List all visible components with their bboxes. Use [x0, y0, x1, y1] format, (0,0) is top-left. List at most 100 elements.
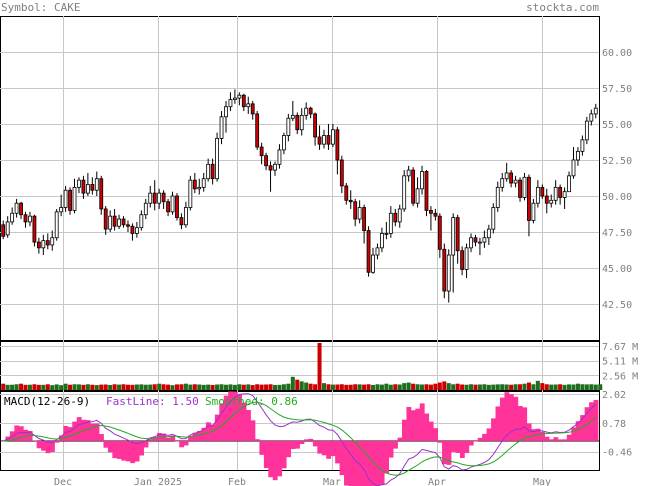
volume-bar	[14, 384, 19, 390]
macd-histogram-bar	[232, 391, 238, 441]
macd-histogram-bar	[491, 418, 496, 441]
candle-body	[134, 227, 139, 234]
volume-bar	[259, 384, 264, 390]
macd-histogram-bar	[250, 420, 256, 441]
y-tick-label: 47.50	[602, 228, 632, 239]
symbol-label: Symbol: CAKE	[1, 1, 81, 14]
candle-body	[491, 207, 496, 230]
volume-bar	[313, 384, 318, 390]
macd-histogram-bar	[254, 439, 260, 441]
candle-body	[130, 225, 135, 234]
volume-bar	[420, 384, 425, 390]
macd-histogram-bar	[139, 440, 144, 456]
candle-body	[255, 113, 260, 148]
volume-bar	[304, 382, 309, 390]
volume-bar	[232, 384, 237, 390]
macd-histogram-bar	[183, 440, 189, 446]
volume-bar	[192, 384, 197, 390]
macd-histogram-bar	[348, 440, 354, 486]
macd-histogram-bar	[134, 440, 140, 462]
x-tick-label: Feb	[228, 477, 246, 486]
macd-histogram-bar	[268, 440, 274, 478]
candle-body	[157, 192, 162, 204]
macd-histogram-bar	[107, 440, 113, 453]
volume-bar	[580, 384, 585, 390]
volume-bar	[388, 384, 393, 390]
macd-histogram-bar	[219, 403, 225, 441]
macd-histogram-bar	[548, 439, 554, 441]
volume-bar	[54, 384, 59, 390]
candle-body	[339, 159, 344, 187]
macd-histogram-bar	[148, 439, 153, 441]
candle-body	[406, 169, 411, 177]
candle-body	[482, 237, 487, 243]
volume-bar	[339, 384, 344, 390]
macd-histogram-bar	[522, 407, 528, 441]
volume-bar	[353, 384, 358, 390]
volume-bar	[558, 384, 563, 390]
candle-body	[237, 94, 242, 99]
volume-bar	[143, 384, 148, 390]
volume-bar	[446, 383, 451, 390]
candle-body	[571, 159, 576, 177]
candle-body	[143, 202, 148, 216]
candle-body	[232, 97, 237, 100]
volume-bar	[152, 384, 157, 390]
volume-bar	[348, 384, 353, 390]
macd-histogram-bar	[366, 440, 372, 486]
candle-body	[183, 207, 188, 226]
volume-bar	[540, 383, 545, 390]
macd-histogram-bar	[67, 427, 73, 441]
candle-body	[308, 107, 313, 115]
volume-bar	[197, 384, 202, 390]
macd-histogram-bar	[130, 440, 136, 464]
candle-body	[420, 171, 424, 190]
candle-body	[152, 192, 157, 204]
volume-bar	[246, 384, 251, 390]
candle-body	[210, 163, 215, 180]
macd-histogram-bar	[446, 440, 452, 465]
macd-histogram-bar	[566, 434, 572, 441]
volume-bar	[357, 384, 362, 390]
volume-bar	[72, 384, 77, 390]
volume-bar	[451, 384, 456, 390]
macd-histogram-bar	[50, 440, 55, 452]
candle-body	[353, 201, 358, 220]
macd-histogram-bar	[54, 440, 60, 443]
x-tick-label: May	[533, 477, 551, 486]
x-tick-label: Mar	[323, 477, 341, 486]
volume-bar	[134, 384, 139, 390]
macd-histogram-bar	[237, 394, 242, 441]
macd-histogram-bar	[375, 440, 381, 486]
candle-body	[10, 212, 15, 223]
candle-body	[188, 179, 193, 208]
volume-bar	[148, 384, 153, 390]
candle-body	[388, 212, 393, 234]
candle-body	[473, 237, 478, 243]
candle-body	[531, 202, 536, 221]
volume-tick-label: 7.67 M	[602, 342, 638, 353]
volume-bar	[442, 381, 447, 390]
volume-bar	[32, 384, 37, 390]
macd-histogram-bar	[263, 440, 269, 469]
volume-bar	[567, 384, 572, 390]
candle-body	[553, 186, 558, 201]
macd-histogram-bar	[76, 417, 82, 441]
volume-bar	[589, 384, 594, 390]
candle-body	[81, 179, 86, 194]
y-tick-label: 55.00	[602, 120, 632, 131]
candle-body	[117, 218, 121, 227]
macd-histogram-bar	[299, 440, 305, 445]
volume-bar	[317, 343, 322, 390]
macd-histogram-bar	[357, 440, 363, 486]
candle-body	[317, 136, 322, 145]
volume-bar	[281, 384, 286, 390]
candle-body	[72, 186, 77, 211]
candle-body	[357, 207, 362, 220]
volume-bar	[94, 385, 99, 390]
macd-histogram-bar	[397, 437, 403, 441]
macd-histogram-bar	[223, 395, 229, 441]
volume-bar	[81, 384, 86, 390]
macd-histogram-bar	[482, 433, 488, 441]
volume-bar	[121, 384, 126, 390]
